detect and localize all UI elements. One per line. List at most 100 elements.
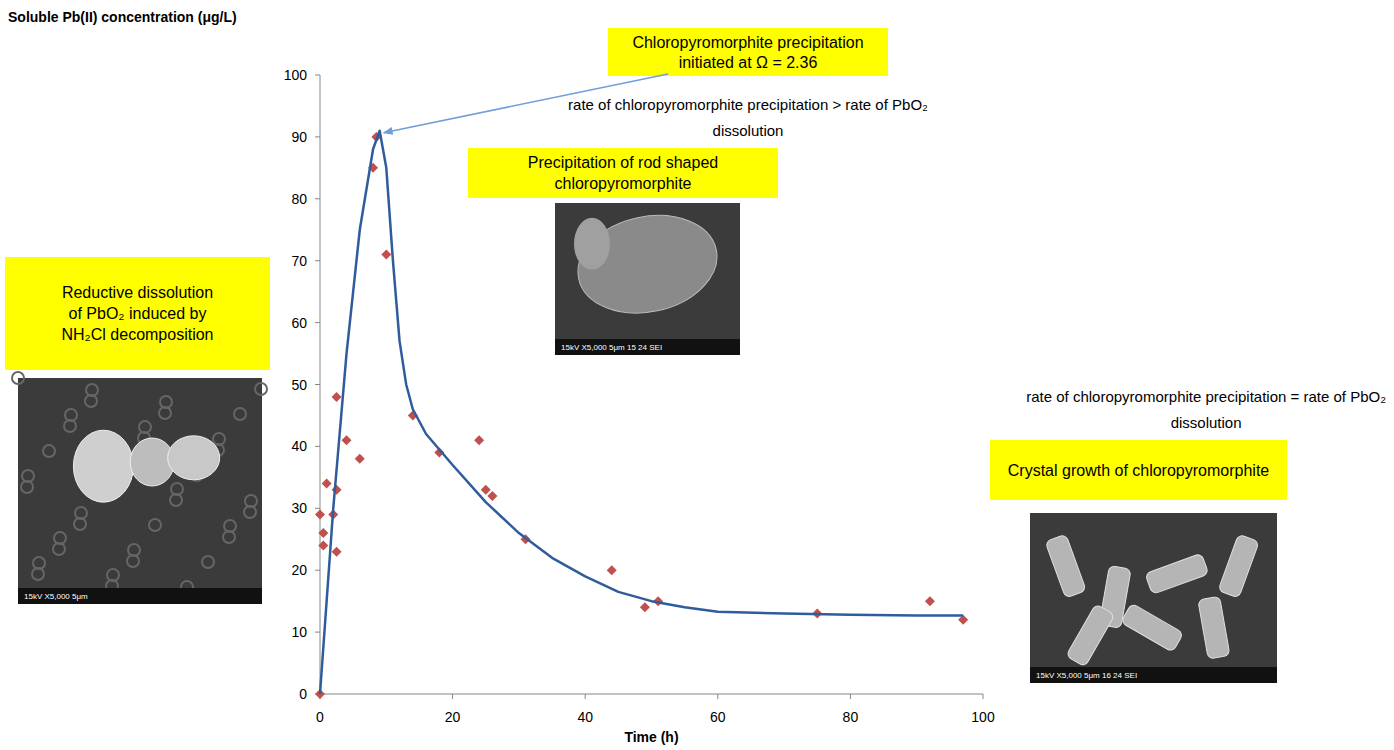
texture xyxy=(255,383,267,395)
y-tick-label: 50 xyxy=(291,377,307,393)
y-tick-label: 40 xyxy=(291,438,307,454)
texture xyxy=(223,531,235,543)
annotation: Crystal growth of chloropyromorphite xyxy=(990,440,1287,500)
micrograph: 15kV X5,000 5μm 16 24 SEI xyxy=(1030,513,1277,683)
texture xyxy=(64,420,76,432)
particle xyxy=(569,203,726,325)
data-point xyxy=(925,596,935,606)
data-point xyxy=(342,435,352,445)
data-point xyxy=(332,485,342,495)
y-tick-label: 30 xyxy=(291,500,307,516)
annotation-line: dissolution xyxy=(713,122,784,139)
data-point xyxy=(332,392,342,402)
crystal-rod xyxy=(1198,596,1230,659)
x-tick-label: 40 xyxy=(577,709,593,725)
y-tick-label: 10 xyxy=(291,624,307,640)
data-point xyxy=(487,491,497,501)
data-point xyxy=(640,602,650,612)
annotation: rate of chloropyromorphite precipitation… xyxy=(568,96,928,139)
annotation-box xyxy=(468,148,778,198)
x-tick xyxy=(585,694,586,699)
annotation-box xyxy=(5,257,270,370)
texture xyxy=(149,519,161,531)
crystal-rod xyxy=(1218,534,1259,598)
particle xyxy=(73,430,133,502)
y-axis-title: Soluble Pb(II) concentration (μg/L) xyxy=(8,9,237,25)
y-tick-label: 100 xyxy=(284,67,308,83)
annotation-text: Reductive dissolution of PbO₂ induced by N… xyxy=(61,284,213,343)
texture xyxy=(202,556,214,568)
data-point xyxy=(607,565,617,575)
annotation-text: rate of chloropyromorphite precipitation… xyxy=(1026,388,1386,431)
x-tick-label: 80 xyxy=(843,709,859,725)
texture xyxy=(74,518,86,530)
texture xyxy=(159,407,171,419)
texture xyxy=(127,555,139,567)
texture xyxy=(234,408,246,420)
y-tick xyxy=(315,384,320,385)
annotation-text: rate of chloropyromorphite precipitation… xyxy=(568,96,928,139)
micrograph-scale-bar xyxy=(1030,667,1277,683)
y-tick xyxy=(315,198,320,199)
data-point xyxy=(318,528,328,538)
data-point xyxy=(355,454,365,464)
annotation-box xyxy=(990,440,1287,500)
annotation: Chloropyromorphite precipitationinitiate… xyxy=(608,28,888,76)
plot-data xyxy=(315,131,968,699)
x-tick xyxy=(850,694,851,699)
micrograph-label: 15kV X5,000 5μm 15 24 SEI xyxy=(561,343,662,352)
particle xyxy=(130,438,174,486)
annotation-line: Crystal growth of chloropyromorphite xyxy=(1008,462,1270,479)
annotation-box xyxy=(608,28,888,76)
annotation-line: Reductive dissolution xyxy=(62,284,213,301)
x-tick xyxy=(717,694,718,699)
annotation-line: of PbO₂ induced by xyxy=(69,305,207,322)
annotation-text: Chloropyromorphite precipitationinitiate… xyxy=(632,34,863,71)
y-tick xyxy=(315,260,320,261)
chart: 0102030405060708090100020406080100Solubl… xyxy=(0,0,1394,750)
texture xyxy=(85,395,97,407)
data-point xyxy=(332,547,342,557)
annotation: rate of chloropyromorphite precipitation… xyxy=(1026,388,1386,431)
texture xyxy=(32,568,44,580)
x-tick-label: 100 xyxy=(971,709,995,725)
micrograph-scale-bar xyxy=(555,339,740,355)
data-point xyxy=(318,540,328,550)
texture xyxy=(244,506,256,518)
data-point xyxy=(381,250,391,260)
crystal-rod xyxy=(1121,603,1184,652)
y-tick-label: 0 xyxy=(299,686,307,702)
annotation-line: rate of chloropyromorphite precipitation… xyxy=(568,96,928,113)
fit-line xyxy=(320,131,963,694)
micrograph: 15kV X5,000 5μm 15 24 SEI xyxy=(555,203,740,355)
particle xyxy=(168,436,220,480)
annotation-line: NH₂Cl decomposition xyxy=(61,326,213,343)
annotation-line: initiated at Ω = 2.36 xyxy=(679,54,818,71)
annotation-line: rate of chloropyromorphite precipitation… xyxy=(1026,388,1386,405)
x-tick-label: 0 xyxy=(316,709,324,725)
y-tick xyxy=(315,136,320,137)
y-tick-label: 70 xyxy=(291,253,307,269)
y-tick-label: 60 xyxy=(291,315,307,331)
annotation: Reductive dissolution of PbO₂ induced by N… xyxy=(5,257,270,370)
texture xyxy=(12,372,24,384)
annotation-line: dissolution xyxy=(1171,414,1242,431)
x-tick-label: 20 xyxy=(445,709,461,725)
micrograph: 15kV X5,000 5μm xyxy=(12,372,267,604)
particle xyxy=(574,218,610,270)
micrograph-background xyxy=(555,203,740,355)
y-tick xyxy=(315,632,320,633)
micrograph-background xyxy=(1030,513,1277,683)
annotation-line: chloropyromorphite xyxy=(555,175,692,192)
x-tick-label: 60 xyxy=(710,709,726,725)
y-tick xyxy=(315,570,320,571)
crystal-rod xyxy=(1066,604,1115,667)
annotation-text: Crystal growth of chloropyromorphite xyxy=(1008,462,1270,479)
y-tick-label: 90 xyxy=(291,129,307,145)
texture xyxy=(170,494,182,506)
micrograph-scale-bar xyxy=(18,588,262,604)
data-point xyxy=(481,485,491,495)
x-tick xyxy=(452,694,453,699)
y-tick xyxy=(315,446,320,447)
x-tick xyxy=(983,694,984,699)
